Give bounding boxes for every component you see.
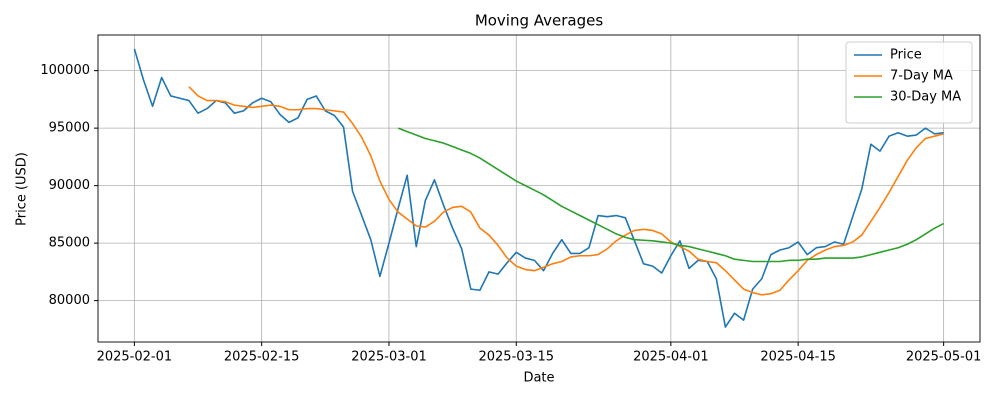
y-tick-label: 90000 [49,178,90,193]
legend-label: 30-Day MA [890,90,961,105]
x-tick-label: 2025-03-15 [478,350,554,365]
legend-label: Price [890,48,922,63]
legend: Price 7-Day MA 30-Day MA [845,41,973,124]
x-tick-label: 2025-02-15 [224,350,300,365]
legend-box [845,41,973,124]
x-tick-label: 2025-05-01 [906,350,982,365]
x-tick-label: 2025-04-15 [760,350,836,365]
line-series [397,127,944,263]
x-tick-label: 2025-04-01 [633,350,709,365]
chart-title: Moving Averages [475,12,604,30]
y-tick-label: 85000 [49,236,90,251]
x-tick-label: 2025-03-01 [351,350,427,365]
x-axis-label: Date [523,371,554,386]
y-tick-label: 95000 [49,121,90,136]
x-tick-label: 2025-02-01 [97,350,173,365]
y-tick-label: 80000 [49,293,90,308]
y-axis-label: Price (USD) [15,152,30,226]
line-series [188,86,944,296]
y-tick-label: 100000 [40,63,90,78]
line-series [133,48,944,328]
plot-frame [97,34,981,343]
legend-label: 7-Day MA [890,69,953,84]
